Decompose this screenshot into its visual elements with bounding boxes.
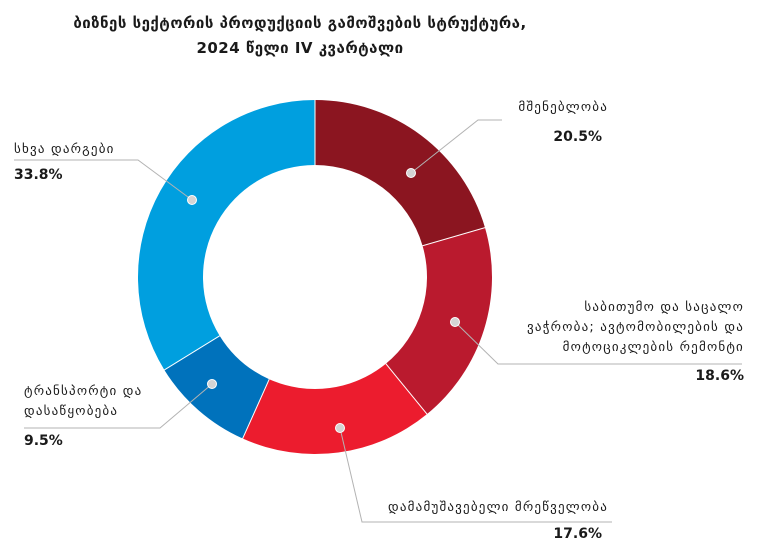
slice-value-transport: 9.5% <box>24 433 63 449</box>
leader-dot-trade <box>450 317 460 327</box>
slice-label-manufacturing: დამამუშავებელი მრეწველობა <box>388 500 608 515</box>
slice-label-construction: მშენებლობა <box>518 100 608 115</box>
slice-divider <box>163 335 220 371</box>
slice-value-trade: 18.6% <box>695 368 744 384</box>
slice-label-transport: ტრანსპორტი და დასაწყობება <box>24 384 143 419</box>
leader-dot-construction <box>406 168 416 178</box>
slice-divider <box>385 363 428 416</box>
slice-value-manufacturing: 17.6% <box>553 526 602 542</box>
slice-divider <box>422 226 487 247</box>
leader-line-trade <box>454 321 742 365</box>
leader-line-construction <box>410 119 502 174</box>
slice-value-other: 33.8% <box>14 167 63 183</box>
donut-slice-other <box>138 99 315 370</box>
donut-slice-transport <box>164 335 270 439</box>
leader-line-manufacturing <box>339 427 612 523</box>
chart-title: ბიზნეს სექტორის პროდუქციის გამოშვების სტ… <box>73 14 527 32</box>
chart-subtitle: 2024 წელი IV კვარტალი <box>196 39 404 57</box>
slice-label-other: სხვა დარგები <box>14 142 115 157</box>
leader-line-transport <box>24 383 213 429</box>
leader-line-other <box>14 159 193 201</box>
slice-divider <box>241 379 270 440</box>
leader-dot-other <box>187 195 197 205</box>
leader-dot-transport <box>207 379 217 389</box>
donut-slice-manufacturing <box>242 363 427 454</box>
donut-slice-trade <box>385 227 492 415</box>
slice-label-trade: საბითუმო და საცალო ვაჭრობა; ავტომობილები… <box>527 300 744 355</box>
slice-value-construction: 20.5% <box>553 129 602 145</box>
donut-slice-construction <box>315 100 485 246</box>
leader-dot-manufacturing <box>335 423 345 433</box>
